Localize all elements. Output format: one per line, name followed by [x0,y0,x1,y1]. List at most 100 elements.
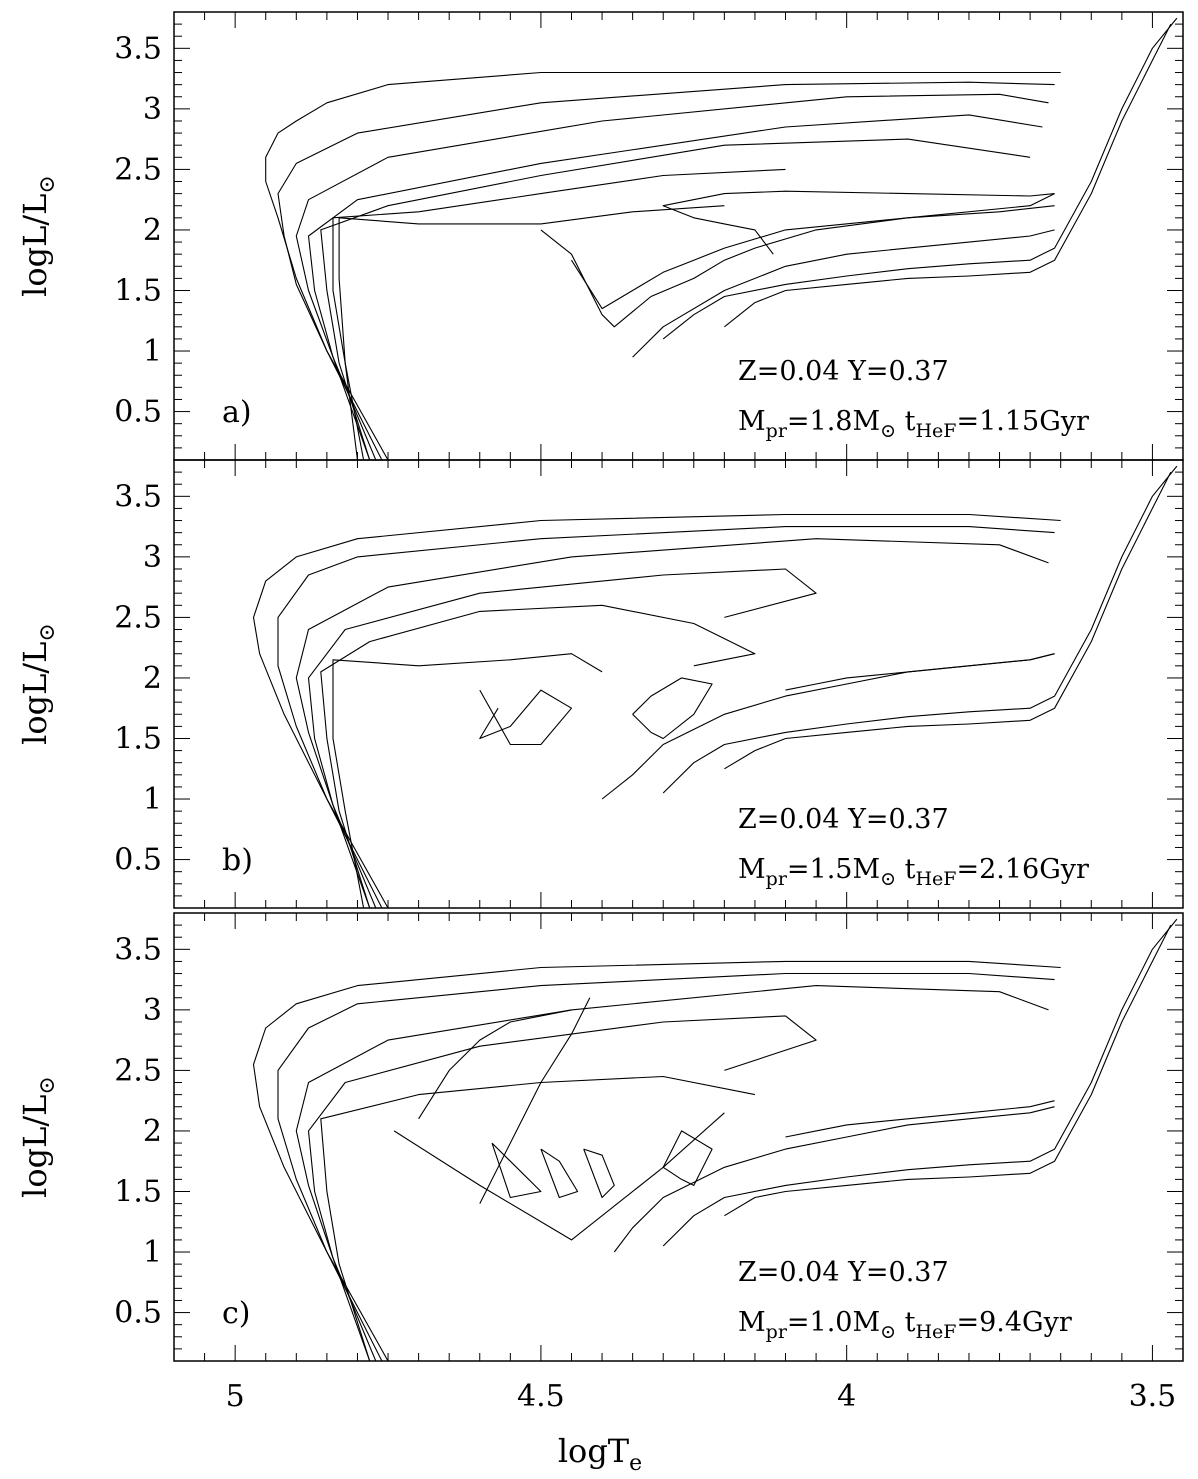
sun-symbol: ⊙ [35,623,60,641]
x-axis-title-subscript: e [629,1451,642,1476]
evolutionary-track [332,168,786,460]
evolutionary-track [332,653,603,908]
evolutionary-track [613,1106,1055,1253]
evolutionary-track [338,205,725,460]
annotation-subscript: pr [766,868,788,890]
annotation-text: t [896,1307,916,1338]
annotation-subscript: HeF [915,420,956,442]
y-tick-label: 3.5 [114,31,162,66]
y-tick-label: 1 [143,782,162,817]
y-tick-label: 1.5 [114,273,162,308]
panel-a: 0.5 1 1.5 2 2.5 3 3.5 logL/L⊙ Z=0.04 Y=0.37 Mpr=1… [16,11,1184,461]
track-group [252,465,1178,908]
evolutionary-track [724,924,1172,1217]
evolutionary-track [540,1148,579,1199]
x-axis-title: logTe [558,1432,642,1476]
annotation-text: t [896,854,916,885]
y-tick-label: 2.5 [114,1053,162,1088]
x-tick-label: 4.5 [517,1379,565,1414]
annotation-subscript: pr [766,420,788,442]
panel-label: b) [222,843,253,878]
x-tick-label: 3.5 [1129,1379,1177,1414]
evolutionary-track [277,972,1055,1361]
annotation-text: M [738,406,766,437]
evolutionary-track [724,471,1172,770]
annotation-text: =1.5M [787,854,880,885]
annotation-text: =1.0M [787,1307,880,1338]
plot-frame [173,912,1184,1362]
evolutionary-track [307,114,1043,460]
y-axis-title: logL/L⊙ [16,175,60,297]
y-tick-label: 2.5 [114,600,162,635]
evolutionary-track [307,1015,817,1361]
evolutionary-track [571,193,1055,310]
evolutionary-track [393,1112,725,1241]
evolutionary-track [320,604,756,908]
plot-frame [173,459,1184,909]
evolutionary-track [491,1142,542,1199]
y-axis-title-text: logL/L [16,1095,54,1198]
y-tick-label: 2 [143,1114,162,1149]
y-tick-label: 3 [143,540,162,575]
evolutionary-track [307,568,817,908]
y-tick-label: 1 [143,1235,162,1270]
evolutionary-track [632,677,713,740]
annotation-subscript: HeF [915,868,956,890]
y-tick-label: 3.5 [114,932,162,967]
evolutionary-track [662,190,1055,255]
y-tick-label: 3.5 [114,479,162,514]
evolutionary-track [295,93,1049,460]
evolutionary-track [320,138,1031,460]
sun-symbol: ⊙ [35,1076,60,1094]
annotation-text: t [896,406,916,437]
y-tick-label: 1 [143,334,162,369]
evolutionary-track [662,17,1178,340]
y-tick-label: 2 [143,661,162,696]
annotation-mass-age: Mpr=1.5M⊙ tHeF=2.16Gyr [738,854,1089,890]
panel-label: c) [222,1296,251,1331]
x-tick-label: 4 [837,1379,856,1414]
annotation-text: M [738,854,766,885]
y-axis-title-text: logL/L [16,194,54,297]
annotation-mass-age: Mpr=1.8M⊙ tHeF=1.15Gyr [738,406,1089,442]
y-axis-title-text: logL/L [16,642,54,745]
annotation-mass-age: Mpr=1.0M⊙ tHeF=9.4Gyr [738,1307,1072,1343]
y-tick-label: 1.5 [114,721,162,756]
evolutionary-track [632,229,1055,358]
evolutionary-track [252,960,1061,1361]
evolutionary-track [662,918,1178,1247]
y-tick-label: 0.5 [114,395,162,430]
annotation-text: M [738,1307,766,1338]
evolutionary-track [724,23,1172,328]
evolutionary-track [583,1148,615,1199]
evolutionary-track [540,205,1055,328]
evolutionary-track [479,997,591,1204]
evolutionary-track [295,538,1049,908]
evolutionary-track [277,526,1055,908]
evolutionary-track [662,465,1178,794]
evolutionary-track [601,653,1055,800]
sun-symbol: ⊙ [35,175,60,193]
annotation-composition: Z=0.04 Y=0.37 [738,356,949,387]
evolutionary-track [252,513,1061,908]
evolutionary-track [277,81,1055,460]
y-tick-label: 3 [143,993,162,1028]
evolutionary-track [479,689,573,746]
y-tick-label: 2.5 [114,152,162,187]
annotation-composition: Z=0.04 Y=0.37 [738,1257,949,1288]
track-group [252,918,1178,1361]
y-tick-label: 2 [143,213,162,248]
evolutionary-track [662,1130,713,1186]
track-group [265,17,1178,460]
evolutionary-track [265,71,1061,460]
evolutionary-track [785,653,1055,691]
y-tick-label: 3 [143,92,162,127]
annotation-text: =9.4Gyr [956,1307,1071,1338]
evolutionary-track [295,985,1049,1361]
y-tick-label: 1.5 [114,1174,162,1209]
evolutionary-track [320,1075,756,1361]
x-tick-label: 5 [226,1379,245,1414]
